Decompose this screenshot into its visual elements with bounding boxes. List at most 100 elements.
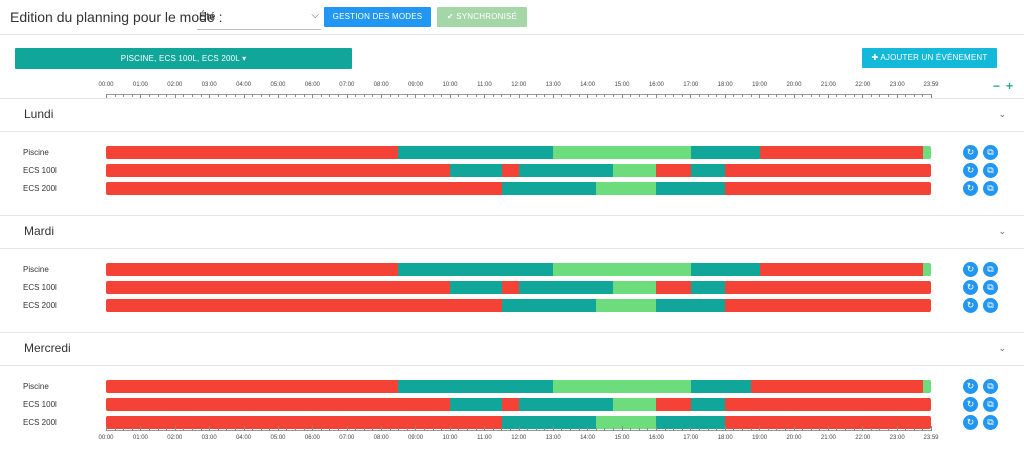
refresh-icon[interactable]: ↻	[963, 145, 978, 160]
schedule-bar[interactable]	[106, 299, 931, 312]
synchronized-button[interactable]: ✔ SYNCHRONISÉ	[437, 7, 527, 27]
copy-icon[interactable]: ⧉	[983, 280, 998, 295]
schedule-segment[interactable]	[553, 380, 691, 393]
schedule-bar[interactable]	[106, 281, 931, 294]
copy-icon[interactable]: ⧉	[983, 379, 998, 394]
schedule-segment[interactable]	[596, 299, 657, 312]
group-select-button[interactable]: PISCINE, ECS 100L, ECS 200L ▾	[15, 48, 352, 69]
chevron-down-icon[interactable]: ⌄	[998, 109, 1006, 119]
schedule-segment[interactable]	[922, 146, 931, 159]
zoom-in-button[interactable]: +	[1006, 79, 1014, 93]
schedule-segment[interactable]	[106, 416, 502, 429]
schedule-segment[interactable]	[501, 398, 519, 411]
schedule-segment[interactable]	[501, 182, 597, 195]
refresh-icon[interactable]: ↻	[963, 262, 978, 277]
chevron-down-icon[interactable]: ⌄	[998, 226, 1006, 236]
schedule-segment[interactable]	[613, 281, 657, 294]
refresh-icon[interactable]: ↻	[963, 298, 978, 313]
schedule-bar[interactable]	[106, 182, 931, 195]
day-header-lundi[interactable]: Lundi ⌄	[0, 98, 1024, 132]
schedule-segment[interactable]	[106, 263, 399, 276]
schedule-segment[interactable]	[518, 281, 614, 294]
schedule-segment[interactable]	[449, 398, 502, 411]
refresh-icon[interactable]: ↻	[963, 397, 978, 412]
schedule-segment[interactable]	[656, 299, 726, 312]
schedule-segment[interactable]	[553, 146, 691, 159]
axis-tick	[793, 426, 795, 431]
copy-icon[interactable]: ⧉	[983, 145, 998, 160]
schedule-segment[interactable]	[725, 299, 931, 312]
schedule-bar[interactable]	[106, 263, 931, 276]
copy-icon[interactable]: ⧉	[983, 163, 998, 178]
schedule-bar[interactable]	[106, 164, 931, 177]
schedule-bar[interactable]	[106, 398, 931, 411]
schedule-segment[interactable]	[690, 146, 760, 159]
schedule-segment[interactable]	[613, 164, 657, 177]
schedule-segment[interactable]	[106, 281, 450, 294]
schedule-segment[interactable]	[759, 263, 923, 276]
day-header-mardi[interactable]: Mardi ⌄	[0, 215, 1024, 249]
schedule-segment[interactable]	[518, 398, 614, 411]
refresh-icon[interactable]: ↻	[963, 280, 978, 295]
schedule-segment[interactable]	[759, 146, 923, 159]
schedule-bar[interactable]	[106, 380, 931, 393]
schedule-segment[interactable]	[106, 182, 502, 195]
day-header-mercredi[interactable]: Mercredi ⌄	[0, 332, 1024, 366]
schedule-segment[interactable]	[690, 281, 726, 294]
schedule-segment[interactable]	[106, 398, 450, 411]
schedule-bar[interactable]	[106, 416, 931, 429]
schedule-segment[interactable]	[398, 146, 554, 159]
schedule-segment[interactable]	[656, 164, 691, 177]
schedule-segment[interactable]	[449, 281, 502, 294]
schedule-segment[interactable]	[690, 263, 760, 276]
schedule-segment[interactable]	[501, 164, 519, 177]
schedule-segment[interactable]	[106, 299, 502, 312]
schedule-segment[interactable]	[656, 281, 691, 294]
schedule-segment[interactable]	[725, 398, 931, 411]
schedule-segment[interactable]	[553, 263, 691, 276]
schedule-segment[interactable]	[690, 398, 726, 411]
refresh-icon[interactable]: ↻	[963, 181, 978, 196]
schedule-segment[interactable]	[690, 380, 751, 393]
schedule-segment[interactable]	[922, 380, 931, 393]
schedule-segment[interactable]	[106, 146, 399, 159]
mode-select[interactable]: Été ⌵	[197, 7, 321, 30]
refresh-icon[interactable]: ↻	[963, 379, 978, 394]
refresh-icon[interactable]: ↻	[963, 415, 978, 430]
copy-icon[interactable]: ⧉	[983, 298, 998, 313]
schedule-segment[interactable]	[690, 164, 726, 177]
schedule-segment[interactable]	[725, 281, 931, 294]
axis-tick	[243, 426, 245, 431]
modes-management-button[interactable]: GESTION DES MODES	[324, 7, 431, 27]
schedule-segment[interactable]	[596, 182, 657, 195]
schedule-segment[interactable]	[398, 380, 554, 393]
schedule-segment[interactable]	[725, 182, 931, 195]
copy-icon[interactable]: ⧉	[983, 262, 998, 277]
schedule-segment[interactable]	[501, 416, 597, 429]
schedule-segment[interactable]	[656, 398, 691, 411]
schedule-segment[interactable]	[656, 182, 726, 195]
add-event-button[interactable]: ✚ AJOUTER UN ÉVÉNEMENT	[862, 48, 997, 68]
schedule-segment[interactable]	[501, 281, 519, 294]
schedule-segment[interactable]	[449, 164, 502, 177]
zoom-out-button[interactable]: −	[993, 79, 1001, 93]
copy-icon[interactable]: ⧉	[983, 397, 998, 412]
refresh-icon[interactable]: ↻	[963, 163, 978, 178]
schedule-segment[interactable]	[613, 398, 657, 411]
copy-icon[interactable]: ⧉	[983, 181, 998, 196]
schedule-segment[interactable]	[398, 263, 554, 276]
schedule-segment[interactable]	[725, 416, 931, 429]
schedule-segment[interactable]	[518, 164, 614, 177]
chevron-down-icon[interactable]: ⌄	[998, 343, 1006, 353]
schedule-segment[interactable]	[106, 164, 450, 177]
schedule-segment[interactable]	[501, 299, 597, 312]
schedule-segment[interactable]	[922, 263, 931, 276]
schedule-segment[interactable]	[725, 164, 931, 177]
schedule-segment[interactable]	[750, 380, 923, 393]
schedule-segment[interactable]	[596, 416, 657, 429]
schedule-segment[interactable]	[106, 380, 399, 393]
schedule-segment[interactable]	[656, 416, 726, 429]
schedule-bar[interactable]	[106, 146, 931, 159]
copy-icon[interactable]: ⧉	[983, 415, 998, 430]
axis-label: 02:00	[167, 435, 183, 441]
